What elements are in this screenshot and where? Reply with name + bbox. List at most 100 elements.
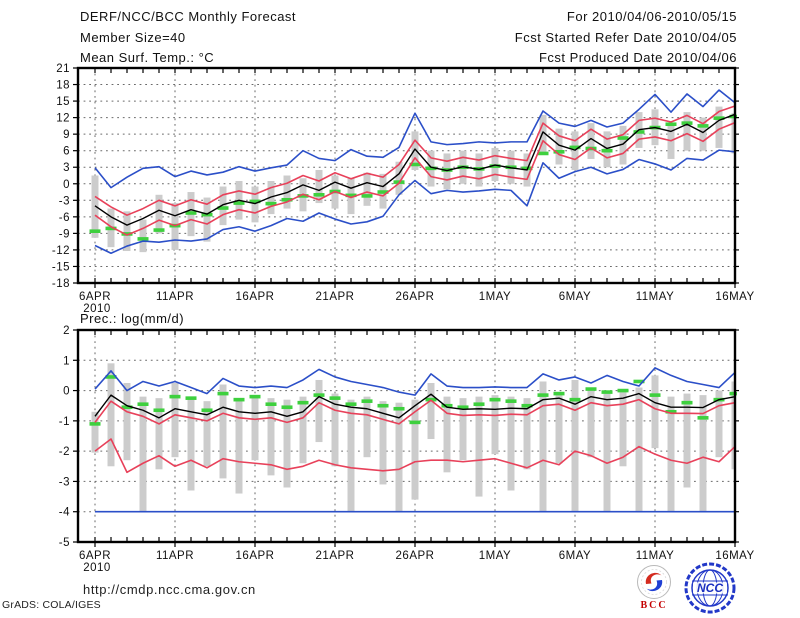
ncc-logo-icon: NCC — [684, 562, 736, 614]
observation-dash — [473, 402, 485, 406]
observation-dash — [553, 391, 565, 396]
observation-dash — [137, 237, 149, 241]
x-year-label: 2010 — [83, 562, 111, 574]
member-spread-bar — [219, 186, 227, 226]
observation-dash — [505, 399, 517, 403]
member-spread-bar — [619, 125, 627, 165]
ensemble-min-line — [94, 149, 736, 255]
member-spread-bar — [411, 399, 419, 500]
observation-dash — [665, 122, 677, 127]
observation-dash — [457, 405, 469, 410]
member-spread-bar — [507, 396, 515, 491]
member-spread-bar — [491, 395, 499, 455]
observation-dash — [297, 400, 309, 405]
y-tick-label: 21 — [56, 63, 70, 75]
observation-dash — [425, 166, 437, 171]
observation-dash — [697, 124, 709, 128]
y-tick-label: -4 — [59, 507, 70, 519]
member-spread-bar — [267, 398, 275, 476]
x-tick-label: 26APR — [396, 550, 435, 562]
member-spread-bar — [363, 172, 371, 206]
member-spread-bar — [587, 387, 595, 458]
ensemble-mean-minus-spread-line — [94, 438, 736, 474]
member-spread-bar — [539, 114, 547, 154]
member-spread-bar — [523, 398, 531, 470]
x-year-label: 2010 — [83, 303, 111, 315]
observation-dash — [153, 228, 165, 232]
observation-dash — [185, 211, 197, 215]
observation-dash — [393, 406, 405, 411]
observation-dash — [105, 226, 117, 231]
y-tick-label: 6 — [63, 146, 70, 158]
observation-dash — [185, 396, 197, 400]
bcc-logo-icon: BCC — [637, 565, 671, 611]
observation-dash — [249, 199, 261, 204]
member-spread-bar — [139, 396, 147, 512]
observation-dash — [281, 405, 293, 410]
x-tick-label: 6APR — [79, 550, 111, 562]
temp-section-label: Mean Surf. Temp.: °C — [80, 50, 215, 65]
member-spread-bar — [171, 383, 179, 458]
ensemble-mean-line — [94, 392, 736, 419]
member-spread-bar — [443, 396, 451, 473]
observation-dash — [281, 197, 293, 202]
y-tick-label: 0 — [63, 386, 70, 398]
precip-section-label: Prec.: log(mm/d) — [80, 311, 185, 326]
member-spread-bar — [331, 393, 339, 467]
member-spread-bar — [395, 402, 403, 512]
observation-dash — [345, 402, 357, 406]
member-spread-bar — [203, 197, 211, 242]
member-spread-bar — [475, 396, 483, 497]
observation-dash — [121, 405, 133, 410]
y-tick-label: -9 — [59, 228, 70, 240]
observation-dash — [297, 194, 309, 198]
observation-dash — [617, 136, 629, 140]
member-spread-bar — [251, 396, 259, 461]
member-spread-bar — [299, 396, 307, 464]
observation-dash — [729, 114, 737, 119]
y-tick-label: -18 — [52, 278, 70, 290]
member-spread-bar — [395, 161, 403, 195]
member-spread-bar — [347, 399, 355, 512]
observation-dash — [537, 151, 549, 156]
y-tick-label: 1 — [63, 355, 70, 367]
member-spread-bar — [427, 383, 435, 440]
observation-dash — [265, 402, 277, 406]
y-tick-label: -3 — [59, 476, 70, 488]
member-spread-bar — [683, 112, 691, 151]
observation-dash — [329, 396, 341, 400]
member-spread-bar — [459, 398, 467, 461]
member-spread-bar — [187, 399, 195, 491]
member-spread-bar — [219, 384, 227, 479]
x-tick-label: 6APR — [79, 291, 111, 303]
observation-dash — [489, 164, 501, 168]
y-tick-label: -6 — [59, 212, 70, 224]
observation-dash — [601, 148, 613, 153]
x-tick-label: 11MAY — [636, 291, 675, 303]
member-spread-bar — [91, 411, 99, 453]
observation-dash — [601, 390, 613, 394]
observation-dash — [409, 420, 421, 425]
page-title: DERF/NCC/BCC Monthly Forecast — [80, 9, 297, 24]
x-tick-label: 1MAY — [479, 291, 511, 303]
fcst-produced-label: Fcst Produced Date 2010/04/06 — [538, 50, 737, 65]
observation-dash — [361, 399, 373, 403]
member-spread-bar — [107, 363, 115, 467]
member-spread-bar — [251, 186, 259, 223]
grads-credit: GrADS: COLA/IGES — [2, 599, 101, 611]
observation-dash — [713, 116, 725, 120]
member-spread-bar — [667, 396, 675, 512]
forecast-range-label: For 2010/04/06-2010/05/15 — [566, 9, 737, 24]
ensemble-mean-line — [94, 113, 736, 226]
observation-dash — [585, 387, 597, 391]
observation-dash — [137, 402, 149, 406]
observation-dash — [681, 400, 693, 405]
ncc-logo: NCC — [681, 562, 739, 618]
observation-dash — [697, 416, 709, 420]
temperature-chart: 6APR 11APR 16APR 21APR 26APR 1MAY 6MAY 11MAY 16M… — [52, 63, 754, 315]
observation-dash — [521, 403, 533, 408]
member-spread-bar — [203, 401, 211, 467]
precipitation-chart: 6APR 11APR 16APR 21APR 26APR 1MAY 6MAY 11MAY 16M… — [59, 325, 754, 574]
y-tick-label: 0 — [63, 179, 70, 191]
